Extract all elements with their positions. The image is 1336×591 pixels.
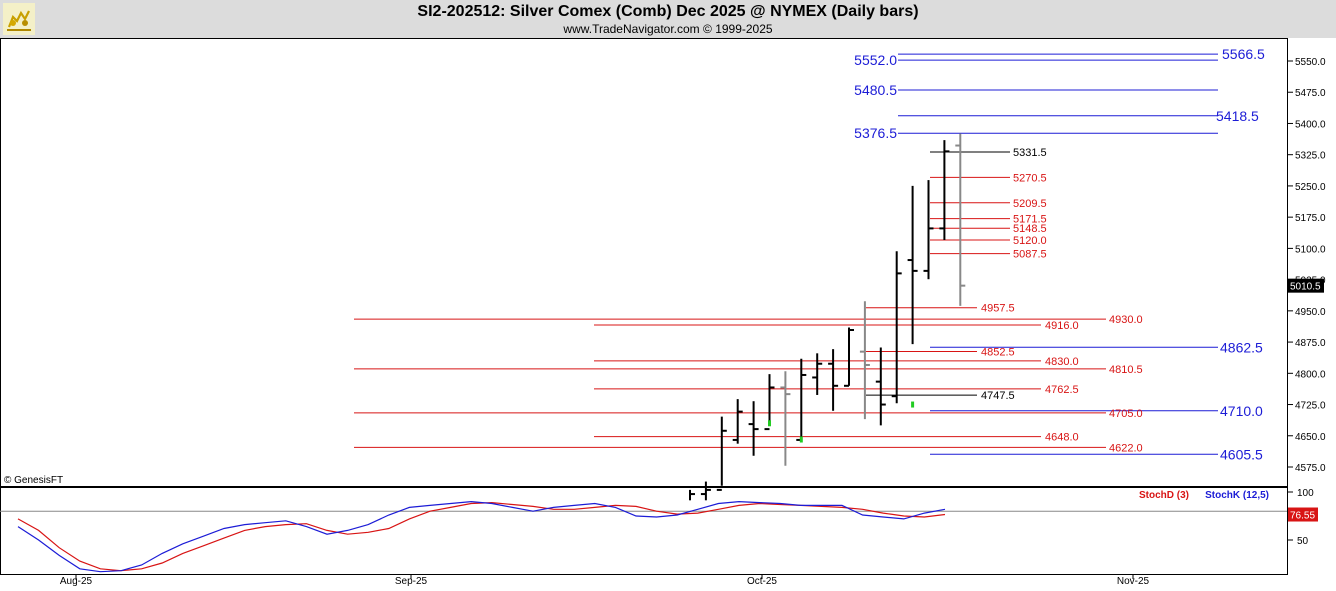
- price-level-label: 5209.5: [1013, 198, 1047, 210]
- price-level-label: 4710.0: [1220, 403, 1263, 419]
- price-level-label: 4622.0: [1109, 442, 1143, 454]
- ohlc-bar: [689, 489, 695, 501]
- legend-stoch-d: StochD (3): [1139, 490, 1189, 501]
- price-level-label: 4862.5: [1220, 339, 1263, 355]
- price-axis-tick-label: 5550.0: [1295, 57, 1326, 68]
- price-axis-tick-label: 4875.0: [1295, 338, 1326, 349]
- chart-frames: [0, 38, 1288, 575]
- price-axis-tick-label: 5175.0: [1295, 213, 1326, 224]
- ohlc-bar: [875, 347, 886, 426]
- price-levels: 5566.5 5552.0 5480.5 5418.5 5376.5 5331.5 5270…: [354, 46, 1265, 462]
- bull-and-bear-logo-icon: [3, 3, 35, 35]
- price-level-label: 5171.5: [1013, 214, 1047, 226]
- price-level-label: 4762.5: [1045, 384, 1079, 396]
- price-level-label: 5566.5: [1222, 46, 1265, 62]
- price-axis-tick-label: 5400.0: [1295, 119, 1326, 130]
- price-level-label: 5148.5: [1013, 223, 1047, 235]
- stochastic-axis-tick-label: 100: [1297, 488, 1314, 499]
- stochastic-series-line: [17, 500, 946, 573]
- last-price-tag: [1288, 278, 1324, 293]
- price-axis-tick-label: 5475.0: [1295, 88, 1326, 99]
- price-bars[interactable]: [689, 133, 966, 501]
- price-level-label: 5331.5: [1013, 147, 1047, 159]
- price-level-label: 5376.5: [854, 125, 897, 141]
- stochastic-panel-frame: [0, 487, 1288, 575]
- price-panel-frame: [0, 38, 1288, 487]
- stochastic-last-tag: [1288, 507, 1318, 522]
- ohlc-bar: [859, 301, 870, 420]
- date-axis-tick-label: Aug-25: [60, 576, 93, 587]
- ohlc-bar: [748, 401, 759, 456]
- chart-header: SI2-202512: Silver Comex (Comb) Dec 2025…: [0, 0, 1336, 38]
- price-level-label: 4705.0: [1109, 408, 1143, 420]
- last-price-label: 5010.5: [1290, 282, 1321, 293]
- price-chart[interactable]: 5566.5 5552.0 5480.5 5418.5 5376.5 5331.5 5270…: [0, 38, 1336, 591]
- date-axis-tick-label: Oct-25: [747, 576, 777, 587]
- price-level-label: 5087.5: [1013, 249, 1047, 261]
- copyright-label: © GenesisFT: [4, 475, 63, 486]
- price-level-label: 4916.0: [1045, 320, 1079, 332]
- price-level-label: 5552.0: [854, 52, 897, 68]
- ohlc-bar: [891, 251, 902, 404]
- legend-stoch-k: StochK (12,5): [1205, 490, 1269, 501]
- price-axis-tick-label: 4575.0: [1295, 463, 1326, 474]
- chart-title: SI2-202512: Silver Comex (Comb) Dec 2025…: [417, 3, 919, 20]
- stochastic-last-label: 76.55: [1290, 511, 1315, 522]
- price-level-label: 5480.5: [854, 82, 897, 98]
- price-level-label: 4605.5: [1220, 446, 1263, 462]
- price-level-label: 4957.5: [981, 303, 1015, 315]
- price-level-label: 4747.5: [981, 390, 1015, 402]
- price-axis-tick-label: 4725.0: [1295, 401, 1326, 412]
- price-axis-tick-label: 5325.0: [1295, 151, 1326, 162]
- ohlc-bar: [955, 133, 966, 306]
- ohlc-bar: [716, 416, 727, 491]
- price-level-label: 4930.0: [1109, 314, 1143, 326]
- price-axis: 4575.04650.04725.04800.04875.04950.05025…: [1287, 57, 1326, 474]
- ohlc-bar: [923, 180, 934, 280]
- price-level-label: 5418.5: [1216, 108, 1259, 124]
- price-level-label: 4830.0: [1045, 356, 1079, 368]
- price-level-label: 5120.0: [1013, 235, 1047, 247]
- date-axis: Aug-25 Sep-25 Oct-25 Nov-25: [60, 574, 1150, 587]
- ohlc-bar: [844, 327, 854, 387]
- price-axis-tick-label: 5250.0: [1295, 182, 1326, 193]
- price-axis-tick-label: 4800.0: [1295, 369, 1326, 380]
- chart-subtitle: www.TradeNavigator.com © 1999-2025: [563, 22, 773, 36]
- stochastic-panel: 50 100 StochD (3) StochK (12,5) 76.55: [17, 488, 1318, 573]
- price-level-label: 4810.5: [1109, 364, 1143, 376]
- ohlc-bar: [907, 185, 918, 345]
- ohlc-bar: [828, 349, 839, 411]
- price-level-label: 5270.5: [1013, 172, 1047, 184]
- price-level-label: 4648.0: [1045, 432, 1079, 444]
- ohlc-bar: [780, 371, 791, 466]
- date-axis-tick-label: Sep-25: [395, 576, 428, 587]
- ohlc-bar: [732, 399, 743, 444]
- price-axis-tick-label: 5100.0: [1295, 244, 1326, 255]
- ohlc-bar: [764, 374, 775, 431]
- price-level-label: 4852.5: [981, 346, 1015, 358]
- ohlc-bar: [939, 140, 950, 241]
- ohlc-bar: [700, 481, 711, 501]
- ohlc-bar: [812, 353, 823, 395]
- date-axis-tick-label: Nov-25: [1117, 576, 1150, 587]
- price-axis-tick-label: 4950.0: [1295, 307, 1326, 318]
- stochastic-axis-tick-label: 50: [1297, 536, 1309, 547]
- price-axis-tick-label: 4650.0: [1295, 432, 1326, 443]
